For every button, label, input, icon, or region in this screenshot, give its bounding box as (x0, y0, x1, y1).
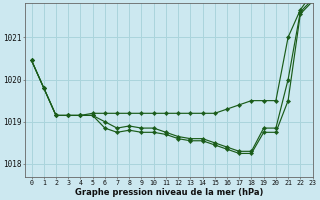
X-axis label: Graphe pression niveau de la mer (hPa): Graphe pression niveau de la mer (hPa) (75, 188, 263, 197)
